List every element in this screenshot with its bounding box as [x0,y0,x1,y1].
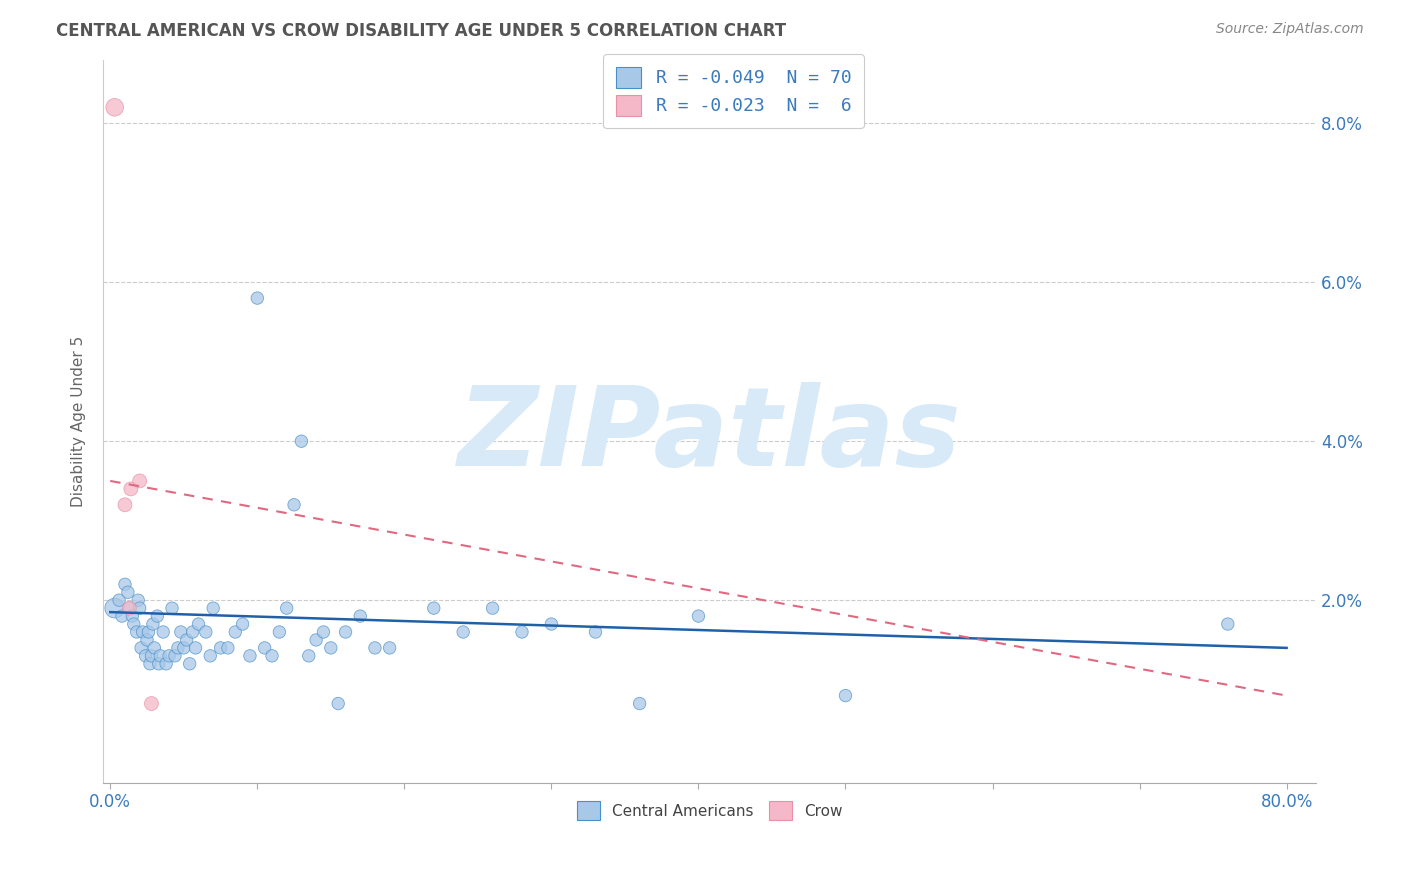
Point [135,648,157,663]
Point [319,640,342,655]
Point [179,657,201,671]
Point [688,609,710,624]
Point [451,625,474,640]
Point [176,632,198,647]
Point [167,640,190,655]
Point [217,640,239,655]
Point [141,697,163,711]
Legend: Central Americans, Crow: Central Americans, Crow [571,795,848,826]
Point [312,625,335,640]
Point [125,625,148,640]
Point [585,625,607,640]
Point [118,601,141,615]
Text: CENTRAL AMERICAN VS CROW DISABILITY AGE UNDER 5 CORRELATION CHART: CENTRAL AMERICAN VS CROW DISABILITY AGE … [56,22,786,40]
Point [269,625,291,640]
Point [128,474,150,488]
Point [138,625,160,640]
Point [127,593,149,607]
Point [239,648,262,663]
Point [349,609,371,624]
Text: Source: ZipAtlas.com: Source: ZipAtlas.com [1216,22,1364,37]
Point [224,625,246,640]
Point [481,601,503,615]
Point [283,498,305,512]
Point [114,498,136,512]
Point [423,601,446,615]
Point [260,648,283,663]
Point [148,657,170,671]
Point [628,697,651,711]
Point [540,617,562,632]
Point [120,482,142,496]
Point [184,640,207,655]
Point [121,609,143,624]
Point [276,601,298,615]
Point [200,648,222,663]
Point [129,640,152,655]
Point [131,625,153,640]
Point [181,625,204,640]
Point [142,617,165,632]
Point [149,648,172,663]
Point [246,291,269,305]
Point [328,697,350,711]
Point [298,648,321,663]
Point [143,640,166,655]
Point [104,100,127,114]
Point [128,601,150,615]
Point [510,625,533,640]
Point [232,617,254,632]
Point [163,648,186,663]
Point [305,632,328,647]
Point [335,625,357,640]
Point [187,617,209,632]
Point [152,625,174,640]
Point [155,657,177,671]
Point [136,632,159,647]
Text: ZIPatlas: ZIPatlas [457,383,962,490]
Point [834,689,856,703]
Point [364,640,387,655]
Point [122,617,145,632]
Point [108,593,131,607]
Point [104,601,127,615]
Point [111,609,134,624]
Point [209,640,232,655]
Point [117,585,139,599]
Point [1216,617,1239,632]
Point [114,577,136,591]
Point [173,640,195,655]
Y-axis label: Disability Age Under 5: Disability Age Under 5 [72,335,86,507]
Point [170,625,193,640]
Point [290,434,312,449]
Point [194,625,217,640]
Point [202,601,225,615]
Point [157,648,180,663]
Point [118,601,141,615]
Point [139,657,162,671]
Point [141,648,163,663]
Point [160,601,183,615]
Point [146,609,169,624]
Point [253,640,276,655]
Point [378,640,401,655]
